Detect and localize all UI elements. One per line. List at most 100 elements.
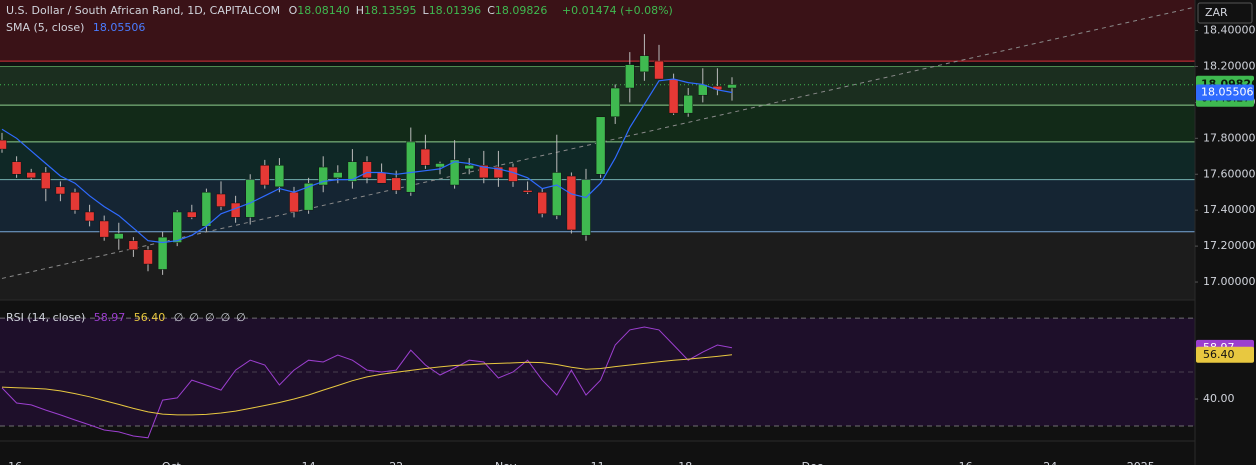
y-tick-label: 17.20000 — [1203, 239, 1256, 252]
candle-body — [668, 78, 679, 114]
candle-body — [420, 148, 431, 166]
x-tick-label: 16 — [8, 460, 22, 465]
candle-body — [0, 139, 7, 150]
candle-body — [55, 186, 66, 195]
candle-body — [347, 161, 358, 182]
rsi-label[interactable]: RSI (14, close) — [6, 311, 86, 324]
candle-body — [639, 55, 650, 73]
candle-body — [99, 220, 109, 238]
candle-body — [566, 175, 577, 231]
candle-body — [727, 84, 737, 89]
change: +0.01474 (+0.08%) — [561, 4, 673, 17]
zone — [0, 66, 1195, 106]
ohlc-values: O18.08140 H18.13595 L18.01396 C18.09826 — [289, 4, 554, 17]
candle-body — [654, 60, 664, 80]
candle-body — [362, 161, 372, 179]
candle-body — [435, 163, 445, 168]
candle-body — [260, 165, 270, 186]
ohlc-key: O — [288, 4, 298, 17]
y-tick-label: 18.40000 — [1203, 24, 1256, 37]
candle-body — [303, 182, 314, 211]
x-tick-label: 11 — [591, 460, 605, 465]
ohlc-value: 18.08140 — [297, 4, 350, 17]
candle-body — [274, 165, 285, 188]
x-tick-label: Nov — [495, 460, 517, 465]
rsi-line — [1, 326, 733, 439]
y-tick-label: 18.20000 — [1203, 59, 1256, 72]
x-tick-label: 22 — [389, 460, 403, 465]
candle-body — [41, 172, 51, 189]
x-tick-label: Dec — [802, 460, 823, 465]
candle-body — [128, 240, 139, 250]
candle-body — [391, 177, 401, 191]
empty-value: ∅ — [173, 311, 184, 324]
y-tick-label: 17.80000 — [1203, 131, 1256, 144]
candle-body — [464, 165, 474, 170]
x-tick-label: 18 — [678, 460, 692, 465]
rsi-header: RSI (14, close) 58.97 56.40 ∅ ∅ ∅ ∅ ∅ — [6, 311, 257, 324]
candle-body — [522, 190, 533, 193]
sma-line — [1, 78, 733, 244]
candle-body — [595, 116, 606, 175]
symbol-header: U.S. Dollar / South African Rand, 1D, CA… — [6, 4, 678, 17]
sma-price: 18.05506 — [1201, 86, 1254, 99]
candle-body — [625, 64, 635, 89]
ohlc-key: H — [355, 4, 365, 17]
currency-box — [1197, 2, 1253, 24]
ohlc-value: 18.01396 — [428, 4, 482, 17]
candle-body — [216, 193, 226, 207]
zone — [0, 231, 1195, 300]
ohlc-key: L — [422, 4, 429, 17]
candle-body — [114, 233, 124, 240]
symbol[interactable]: U.S. Dollar / South African Rand, 1D, CA… — [6, 4, 281, 17]
candle-body — [318, 166, 328, 186]
empty-value: ∅ — [189, 311, 199, 324]
sma-value: 18.05506 — [92, 21, 146, 34]
candle-body — [333, 172, 343, 179]
candle-body — [581, 179, 591, 236]
ohlc-key: C — [487, 4, 495, 17]
candle-body — [406, 141, 416, 193]
empty-value: ∅ — [204, 311, 215, 324]
ohlc-value: 18.09826 — [494, 4, 548, 17]
candle-body — [537, 191, 547, 215]
rsi-band — [0, 318, 1195, 426]
candle-body — [172, 211, 182, 243]
candle-body — [11, 161, 22, 175]
empty-value: ∅ — [220, 311, 231, 324]
sma-label[interactable]: SMA (5, close) — [6, 21, 85, 34]
candle-body — [289, 191, 299, 213]
candle-body — [70, 191, 80, 211]
candle-body — [493, 166, 504, 179]
x-tick-label: Oct — [162, 460, 182, 465]
candle-body — [683, 94, 693, 114]
candle-body — [376, 172, 387, 184]
empty-value: ∅ — [236, 311, 246, 324]
rsi-ma-line — [1, 354, 733, 416]
y-tick-label: 17.00000 — [1203, 275, 1256, 288]
y-tick-label: 17.40000 — [1203, 203, 1256, 216]
rsi-tick-label: 40.00 — [1203, 392, 1235, 405]
empty-values: ∅ ∅ ∅ ∅ ∅ — [174, 311, 252, 324]
rsi-value: 58.97 — [93, 311, 126, 324]
x-tick-label: 2025 — [1127, 460, 1155, 465]
y-tick-label: 17.60000 — [1203, 167, 1256, 180]
x-tick-label: 24 — [1043, 460, 1057, 465]
rsi-ma-value: 56.40 — [133, 311, 166, 324]
candle-body — [143, 249, 153, 265]
rsi-ma-tag-label: 56.40 — [1203, 348, 1235, 361]
candle-body — [157, 236, 168, 270]
candle-body — [610, 87, 620, 118]
candle-body — [201, 191, 212, 227]
candle-body — [245, 179, 255, 218]
currency: ZAR — [1205, 6, 1228, 19]
candle-body — [552, 172, 562, 216]
zone — [0, 0, 1195, 62]
x-tick-label: 14 — [302, 460, 316, 465]
candle-body — [26, 172, 36, 179]
rsi-ma-tag — [1196, 346, 1254, 363]
sma-tag — [1196, 84, 1254, 101]
x-tick-label: 16 — [959, 460, 973, 465]
